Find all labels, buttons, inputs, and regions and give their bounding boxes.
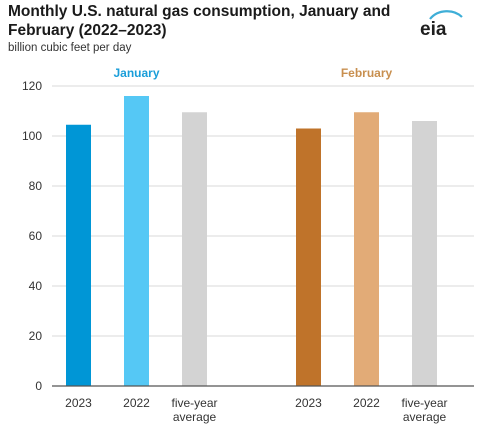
- group-label: February: [341, 66, 393, 80]
- y-tick-label: 0: [35, 379, 42, 393]
- x-tick-label: 2023: [295, 396, 322, 410]
- y-tick-label: 120: [22, 79, 42, 93]
- bar: [296, 128, 321, 386]
- x-tick-label: 2023: [65, 396, 92, 410]
- eia-logo: eia: [420, 10, 463, 38]
- eia-logo-text: eia: [420, 19, 447, 38]
- x-tick-label: 2022: [123, 396, 150, 410]
- y-tick-label: 40: [29, 279, 43, 293]
- bar: [66, 124, 91, 386]
- chart-title: Monthly U.S. natural gas consumption, Ja…: [8, 3, 391, 39]
- group-label: January: [113, 66, 159, 80]
- bar: [354, 112, 379, 386]
- bar: [182, 112, 207, 386]
- eia-logo-swoosh: [429, 10, 463, 20]
- y-tick-label: 20: [29, 329, 43, 343]
- x-tick-label: five-year average: [171, 396, 217, 424]
- x-tick-label: 2022: [353, 396, 380, 410]
- x-tick-label: five-year average: [401, 396, 447, 424]
- bar: [124, 96, 149, 386]
- y-tick-label: 60: [29, 229, 43, 243]
- y-tick-label: 100: [22, 129, 42, 143]
- y-axis-unit-label: billion cubic feet per day: [8, 42, 132, 54]
- y-tick-label: 80: [29, 179, 43, 193]
- bar: [412, 121, 437, 386]
